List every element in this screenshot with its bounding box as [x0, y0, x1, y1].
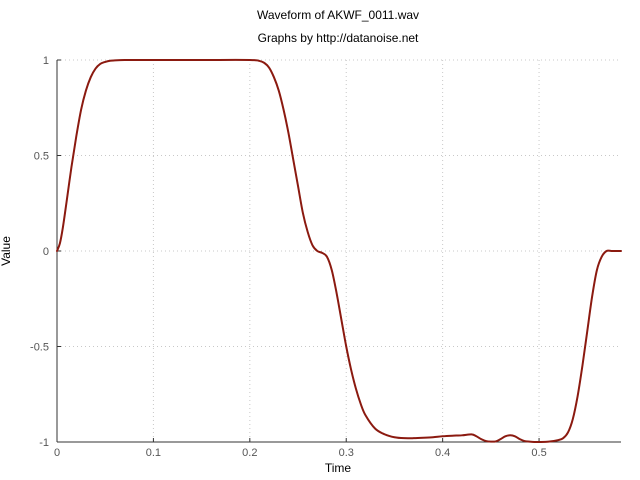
- x-tick-label: 0.5: [531, 447, 546, 459]
- x-axis-label: Time: [325, 461, 352, 475]
- y-axis-label: Value: [0, 236, 13, 266]
- chart-title: Waveform of AKWF_0011.wav: [257, 8, 419, 22]
- y-tick-label: 0.5: [34, 151, 49, 163]
- y-tick-label: -1: [39, 437, 49, 449]
- y-tick-label: -0.5: [30, 342, 49, 354]
- series-layer: [56, 58, 622, 444]
- y-tick-label: 1: [43, 55, 49, 67]
- x-tick-label: 0.1: [146, 447, 161, 459]
- y-tick-label: 0: [43, 246, 49, 258]
- x-tick-label: 0: [54, 447, 60, 459]
- x-tick-label: 0.2: [242, 447, 257, 459]
- series-line-AKWF_0011: [56, 58, 622, 444]
- x-tick-label: 0.3: [339, 447, 354, 459]
- chart-subtitle: Graphs by http://datanoise.net: [258, 31, 419, 45]
- x-tick-label: 0.4: [435, 447, 450, 459]
- ticks-layer: 0 0.1 0.2 0.3 0.4 0.5 1 0.5 0 -0.5 -1: [30, 55, 547, 459]
